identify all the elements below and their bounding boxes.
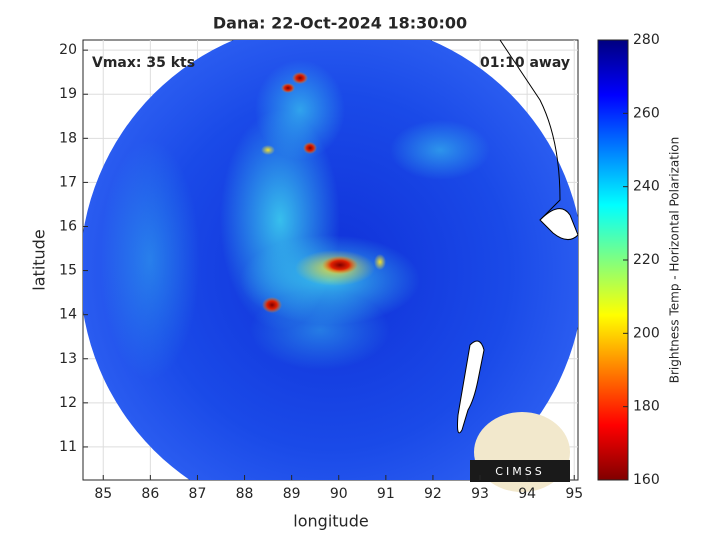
x-tick-label: 94 [518,486,536,502]
colorbar-tick-label: 220 [633,252,660,268]
x-tick-label: 90 [330,486,348,502]
y-tick-label: 18 [59,130,77,146]
y-tick-label: 15 [59,263,77,279]
y-tick-label: 11 [59,439,77,455]
x-tick-label: 92 [424,486,442,502]
annotation: Vmax: 35 kts [92,55,195,71]
logo: CIMSS [470,412,570,492]
colorbar-tick-label: 280 [633,32,660,48]
x-tick-label: 86 [141,486,159,502]
x-tick-label: 95 [565,486,583,502]
x-axis-label: longitude [293,512,368,531]
x-tick-label: 91 [377,486,395,502]
colorbar-tick-label: 180 [633,399,660,415]
x-tick-label: 89 [283,486,301,502]
chart-title: Dana: 22-Oct-2024 18:30:00 [213,14,467,33]
colorbar-tick-label: 240 [633,179,660,195]
y-tick-label: 19 [59,86,77,102]
y-tick-label: 14 [59,307,77,323]
y-tick-label: 17 [59,174,77,190]
swath-image [83,40,578,480]
y-axis-label: latitude [30,229,49,290]
colorbar-tick-label: 260 [633,105,660,121]
annotation: 01:10 away [480,55,570,71]
x-tick-label: 88 [236,486,254,502]
x-tick-label: 87 [189,486,207,502]
y-tick-label: 12 [59,395,77,411]
coastline [499,39,561,221]
colorbar-tick-label: 200 [633,325,660,341]
y-tick-label: 13 [59,351,77,367]
x-tick-label: 85 [94,486,112,502]
x-tick-label: 93 [471,486,489,502]
y-tick-label: 16 [59,218,77,234]
logo-text: CIMSS [495,465,544,478]
colorbar-tick-label: 160 [633,472,660,488]
y-tick-label: 20 [59,42,77,58]
colorbar-label: Brightness Temp - Horizontal Polarizatio… [668,137,682,384]
